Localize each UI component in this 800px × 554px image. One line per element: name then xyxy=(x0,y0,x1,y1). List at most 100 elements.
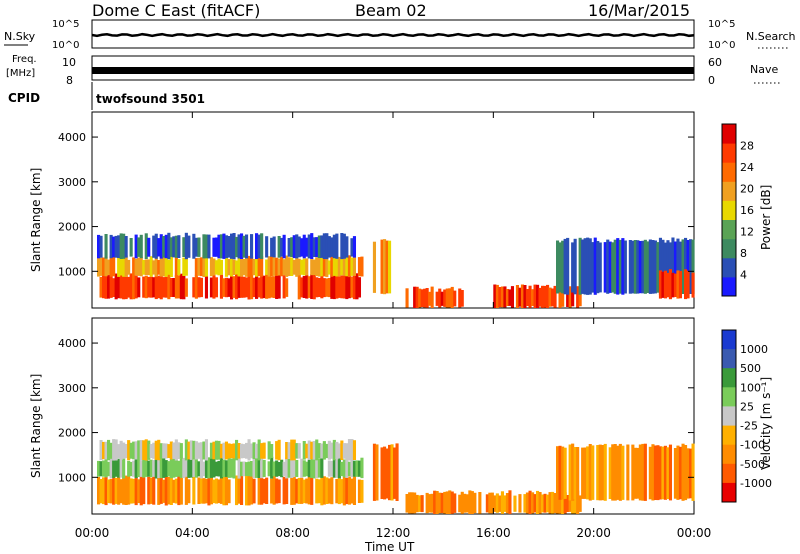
heatmap-cell xyxy=(661,239,665,294)
heatmap-cell xyxy=(159,273,163,300)
heatmap-cell xyxy=(430,286,434,308)
heatmap-cell xyxy=(204,234,209,259)
heatmap-cell xyxy=(325,233,329,260)
heatmap-cell xyxy=(164,256,168,277)
heatmap-cell xyxy=(302,441,306,460)
heatmap-cell xyxy=(320,443,324,459)
heatmap-cell xyxy=(621,445,625,500)
heatmap-cell xyxy=(285,477,289,504)
heatmap-cell xyxy=(142,477,146,505)
colorbar-tick-label: 1000 xyxy=(740,343,768,356)
heatmap-cell xyxy=(315,237,319,258)
heatmap-cell xyxy=(658,270,663,299)
heatmap-cell xyxy=(300,458,304,478)
colorbar-segment xyxy=(722,238,736,259)
heatmap-cell xyxy=(285,442,289,460)
heatmap-cell xyxy=(676,238,680,295)
heatmap-cell xyxy=(172,278,176,297)
heatmap-cell xyxy=(112,439,116,461)
heatmap-cell xyxy=(177,235,181,258)
heatmap-cell xyxy=(222,442,226,459)
heatmap-cell xyxy=(119,458,123,478)
colorbar-segment xyxy=(722,124,736,144)
heatmap-cell xyxy=(189,458,193,478)
heatmap-cell xyxy=(255,458,259,478)
heatmap-cell xyxy=(260,233,264,259)
heatmap-cell xyxy=(272,236,276,258)
heatmap-cell xyxy=(503,495,507,512)
heatmap-cell xyxy=(583,238,587,295)
heatmap-cell xyxy=(217,460,221,477)
heatmap-cell xyxy=(214,440,219,460)
heatmap-cell xyxy=(651,444,655,501)
heatmap-cell xyxy=(327,478,331,504)
colorbar-segment xyxy=(722,463,736,484)
heatmap-cell xyxy=(508,490,512,514)
heatmap-cell xyxy=(169,237,173,257)
heatmap-cell xyxy=(342,233,346,259)
heatmap-cell xyxy=(99,276,103,298)
heatmap-cell xyxy=(573,447,577,500)
heatmap-cell xyxy=(252,478,256,504)
heatmap-cell xyxy=(375,444,379,501)
heatmap-cell xyxy=(270,456,274,479)
heatmap-cell xyxy=(270,237,274,257)
heatmap-cell xyxy=(149,276,153,298)
heatmap-cell xyxy=(548,492,552,514)
heatmap-cell xyxy=(250,273,254,300)
heatmap-cell xyxy=(648,239,652,294)
heatmap-cell xyxy=(139,440,143,461)
heatmap-cell xyxy=(593,237,597,295)
heatmap-cell xyxy=(224,460,229,477)
heatmap-cell xyxy=(305,478,309,504)
colorbar-segment xyxy=(722,444,736,465)
heatmap-cell xyxy=(184,476,188,505)
heatmap-cell xyxy=(310,274,314,299)
heatmap-cell xyxy=(197,477,201,504)
heatmap-cell xyxy=(410,492,414,514)
heatmap-cell xyxy=(270,276,274,298)
heatmap-cell xyxy=(531,289,535,306)
heatmap-cell xyxy=(601,445,605,501)
heatmap-cell xyxy=(300,277,304,298)
heatmap-cell xyxy=(510,286,515,308)
heatmap-cell xyxy=(493,495,497,512)
heatmap-cell xyxy=(117,275,121,299)
heatmap-cell xyxy=(543,285,547,308)
heatmap-cell xyxy=(556,492,560,514)
heatmap-cell xyxy=(162,443,166,459)
heatmap-cell xyxy=(277,439,281,461)
heatmap-cell xyxy=(169,475,173,505)
heatmap-cell xyxy=(164,234,168,259)
heatmap-cell xyxy=(435,291,439,306)
heatmap-cell xyxy=(187,458,191,478)
heatmap-cell xyxy=(673,273,678,297)
heatmap-cell xyxy=(628,240,632,294)
heatmap-cell xyxy=(641,240,645,294)
heatmap-cell xyxy=(162,236,166,258)
heatmap-cell xyxy=(134,475,138,506)
heatmap-cell xyxy=(132,478,136,504)
heatmap-cell xyxy=(242,259,246,276)
heatmap-cell xyxy=(232,457,236,479)
heatmap-cell xyxy=(302,258,306,276)
heatmap-cell xyxy=(187,479,191,504)
heatmap-cell xyxy=(184,278,188,297)
heatmap-cell xyxy=(320,235,324,258)
heatmap-cell xyxy=(137,257,141,276)
heatmap-cell xyxy=(212,258,216,276)
heatmap-cell xyxy=(676,445,680,500)
heatmap-cell xyxy=(295,478,299,504)
heatmap-cell xyxy=(282,275,286,299)
heatmap-cell xyxy=(495,284,499,308)
heatmap-cell xyxy=(453,290,457,307)
heatmap-cell xyxy=(561,240,565,294)
heatmap-cell xyxy=(122,457,126,479)
heatmap-cell xyxy=(478,492,482,514)
heatmap-cell xyxy=(235,439,239,461)
colorbar-segment xyxy=(722,200,736,220)
heatmap-cell xyxy=(257,476,261,505)
ytick-label: 4000 xyxy=(58,337,86,350)
heatmap-cell xyxy=(546,494,550,513)
heatmap-cell xyxy=(352,273,357,300)
